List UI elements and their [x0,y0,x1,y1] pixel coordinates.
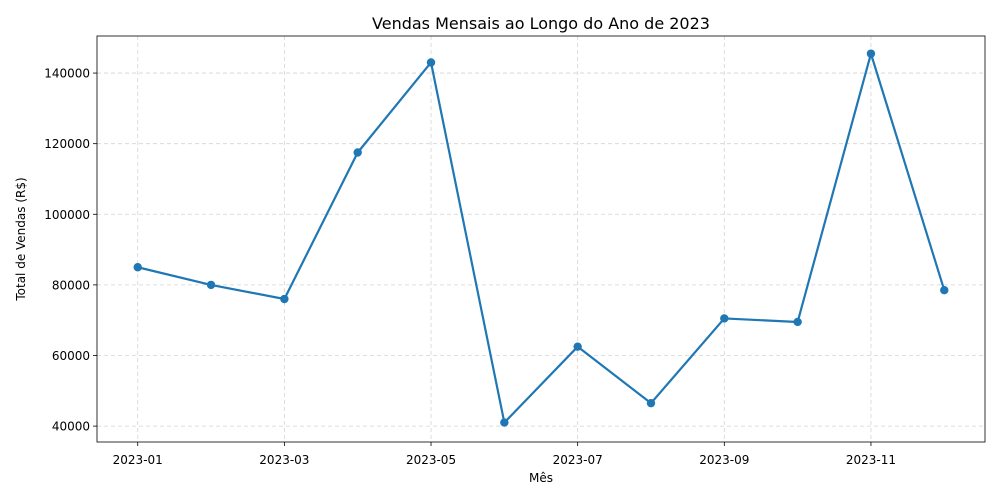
data-point [866,49,876,58]
data-point [500,418,509,427]
chart-title: Vendas Mensais ao Longo do Ano de 2023 [372,14,710,33]
data-point [940,285,949,295]
plot-frame [96,35,986,443]
grid-lines [97,36,985,442]
data-point [646,398,656,408]
y-tick-label: 140000 [44,67,90,81]
data-point [573,342,582,351]
y-axis-ticks: 40000 60000 80000 100000 120000 140000 [44,67,97,434]
data-point [720,314,729,323]
y-tick-label: 40000 [52,420,90,434]
y-tick-label: 80000 [52,278,90,292]
y-tick-label: 100000 [44,208,90,222]
x-tick-label: 2023-07 [553,453,603,467]
series-layer [133,49,949,427]
y-axis-label: Total de Vendas (R$) [14,177,28,301]
x-tick-label: 2023-03 [259,453,309,467]
data-point [793,317,802,327]
x-axis-ticks: 2023-01 2023-03 2023-05 2023-07 2023-09 2023-… [113,442,896,467]
x-tick-label: 2023-01 [113,453,163,467]
y-tick-label: 120000 [44,137,90,151]
x-tick-label: 2023-05 [406,453,456,467]
data-point [353,148,362,157]
x-axis-label: Mês [529,471,553,485]
series-line [137,52,946,424]
data-point [206,280,216,290]
y-tick-label: 60000 [52,349,90,363]
data-point [133,263,142,272]
x-tick-label: 2023-09 [699,453,749,467]
x-tick-label: 2023-11 [846,453,896,467]
data-point [280,294,289,304]
data-point [426,58,436,67]
